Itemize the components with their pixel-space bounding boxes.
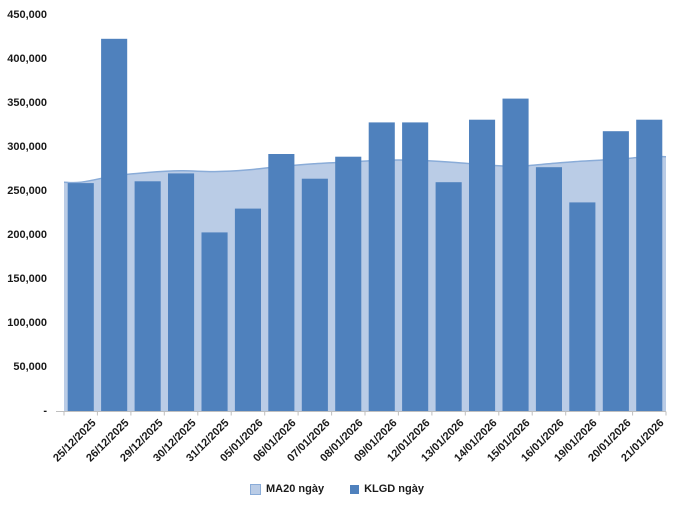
volume-bar [201,232,228,411]
volume-bar [569,202,596,411]
volume-bar [67,183,94,411]
ma20-area-line [63,155,667,184]
volume-bar [268,154,295,411]
volume-bar [335,156,362,411]
chart-legend: MA20 ngày KLGD ngày [0,483,674,495]
legend-item-ma20: MA20 ngày [250,483,324,495]
volume-bar [402,122,429,412]
y-axis-label: 200,000 [7,229,47,241]
ma20-legend-swatch [250,483,261,495]
legend-item-klgd: KLGD ngày [350,483,424,495]
volume-bar [636,119,663,411]
volume-bar [368,122,395,412]
y-axis-label: - [43,405,47,417]
klgd-legend-label: KLGD ngày [364,483,424,495]
volume-bar [234,208,261,411]
volume-bar [502,98,529,411]
volume-bar [602,131,629,411]
volume-bar [101,38,128,412]
y-axis-label: 300,000 [7,141,47,153]
volume-bar [301,178,328,411]
y-axis-label: 150,000 [7,273,47,285]
y-axis-label: 100,000 [7,317,47,329]
volume-bar [134,181,161,411]
y-axis-label: 250,000 [7,185,47,197]
volume-bar [535,167,562,411]
y-axis-label: 400,000 [7,53,47,65]
ma20-legend-label: MA20 ngày [266,483,325,495]
y-axis-label: 450,000 [7,9,47,21]
y-axis-label: 350,000 [7,97,47,109]
volume-bar [469,119,496,411]
klgd-legend-swatch [350,484,360,494]
y-axis-label: 50,000 [13,361,47,373]
volume-bar [168,173,195,411]
volume-bar [435,182,462,411]
